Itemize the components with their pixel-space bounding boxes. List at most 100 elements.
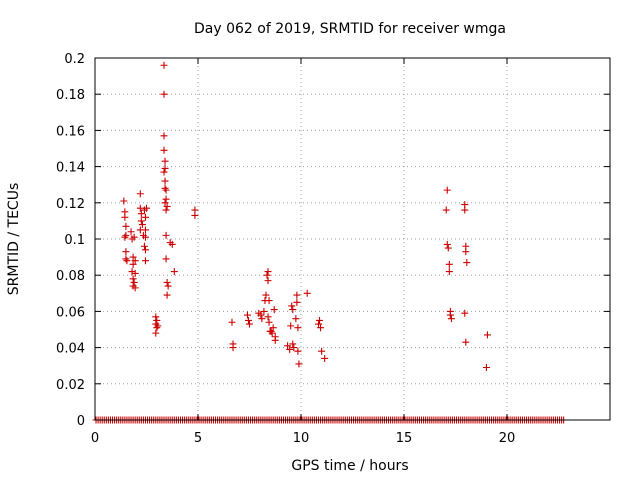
x-tick-label: 20 — [499, 431, 516, 446]
data-point — [289, 340, 297, 348]
y-tick-label: 0.08 — [56, 269, 85, 284]
data-point — [162, 255, 170, 263]
grid — [95, 58, 610, 420]
data-point — [163, 291, 171, 299]
data-point — [257, 311, 265, 319]
data-point — [161, 164, 169, 172]
data-point — [120, 197, 128, 205]
data-point — [161, 199, 169, 207]
data-point — [161, 157, 169, 165]
data-point — [160, 61, 168, 69]
data-point — [141, 233, 149, 241]
y-axis-label: SRMTID / TECUs — [6, 183, 22, 296]
data-point — [138, 221, 146, 229]
data-point — [482, 364, 490, 372]
data-point — [153, 316, 161, 324]
data-point — [154, 322, 162, 330]
y-tick-label: 0.18 — [56, 88, 85, 103]
data-point — [288, 302, 296, 310]
y-tick-labels: 0 0.02 0.04 0.06 0.08 0.1 0.12 0.14 0.16 0.18 0.2 — [56, 52, 85, 429]
data-point — [122, 231, 130, 239]
data-point — [294, 324, 302, 332]
data-point — [121, 233, 129, 241]
y-tick-label: 0.06 — [56, 305, 85, 320]
data-point — [315, 320, 323, 328]
data-point — [295, 360, 303, 368]
data-point — [129, 260, 137, 268]
data-point — [258, 315, 266, 323]
data-point — [137, 210, 145, 218]
x-tick-label: 15 — [396, 431, 413, 446]
data-point — [463, 259, 471, 267]
data-point — [321, 354, 329, 362]
data-point — [264, 277, 272, 285]
data-point — [461, 206, 469, 214]
data-point — [228, 318, 236, 326]
data-point — [443, 186, 451, 194]
y-tick-label: 0.16 — [56, 124, 85, 139]
data-point — [292, 315, 300, 323]
y-tick-label: 0.04 — [56, 342, 85, 357]
data-point — [131, 269, 139, 277]
data-point — [264, 268, 272, 276]
data-point — [443, 240, 451, 248]
data-point — [293, 291, 301, 299]
data-point — [265, 297, 273, 305]
data-point — [122, 255, 130, 263]
data-point — [268, 329, 276, 337]
data-point — [140, 242, 148, 250]
data-point — [246, 320, 253, 328]
y-tick-label: 0.02 — [56, 378, 85, 393]
data-point — [444, 244, 452, 252]
data-point — [141, 257, 149, 265]
data-point — [317, 324, 325, 332]
data-point — [244, 316, 252, 324]
data-point — [289, 306, 297, 314]
data-point — [160, 146, 168, 154]
y-tick-label: 0 — [77, 414, 85, 429]
data-point — [127, 228, 135, 236]
data-point — [287, 322, 295, 330]
x-tick-label: 10 — [293, 431, 310, 446]
data-point — [445, 260, 453, 268]
data-point — [229, 344, 237, 352]
data-point — [122, 222, 130, 230]
data-point — [316, 316, 324, 324]
data-point — [136, 190, 144, 198]
data-point — [163, 278, 171, 286]
data-point — [294, 347, 302, 355]
data-point — [161, 184, 169, 192]
data-point — [442, 206, 450, 214]
data-point — [131, 284, 139, 292]
data-point — [286, 345, 294, 353]
data-point — [270, 306, 278, 314]
data-point — [264, 313, 272, 321]
data-point — [462, 248, 470, 256]
chart-title: Day 062 of 2019, SRMTID for receiver wmg… — [194, 21, 506, 37]
y-tick-label: 0.12 — [56, 197, 85, 212]
data-point — [164, 282, 172, 290]
data-point — [131, 257, 139, 265]
data-point — [303, 289, 311, 297]
y-tick-label: 0.14 — [56, 161, 85, 176]
data-point — [123, 257, 131, 265]
axis-ticks — [94, 57, 610, 421]
data-point — [461, 309, 469, 317]
data-point — [265, 318, 273, 326]
plot-frame — [94, 57, 611, 421]
data-point — [160, 168, 168, 176]
data-point — [136, 204, 144, 212]
data-point — [141, 246, 149, 254]
data-points — [120, 61, 491, 372]
data-point — [262, 291, 270, 299]
x-tick-labels: 0 5 10 15 20 — [91, 431, 515, 446]
data-point — [293, 298, 301, 306]
data-point — [284, 342, 292, 350]
data-point — [143, 204, 150, 212]
y-tick-label: 0.2 — [64, 52, 85, 67]
data-point — [162, 186, 170, 194]
data-point — [130, 278, 138, 286]
data-point — [122, 248, 130, 256]
data-point — [447, 315, 455, 323]
data-point — [137, 217, 145, 225]
